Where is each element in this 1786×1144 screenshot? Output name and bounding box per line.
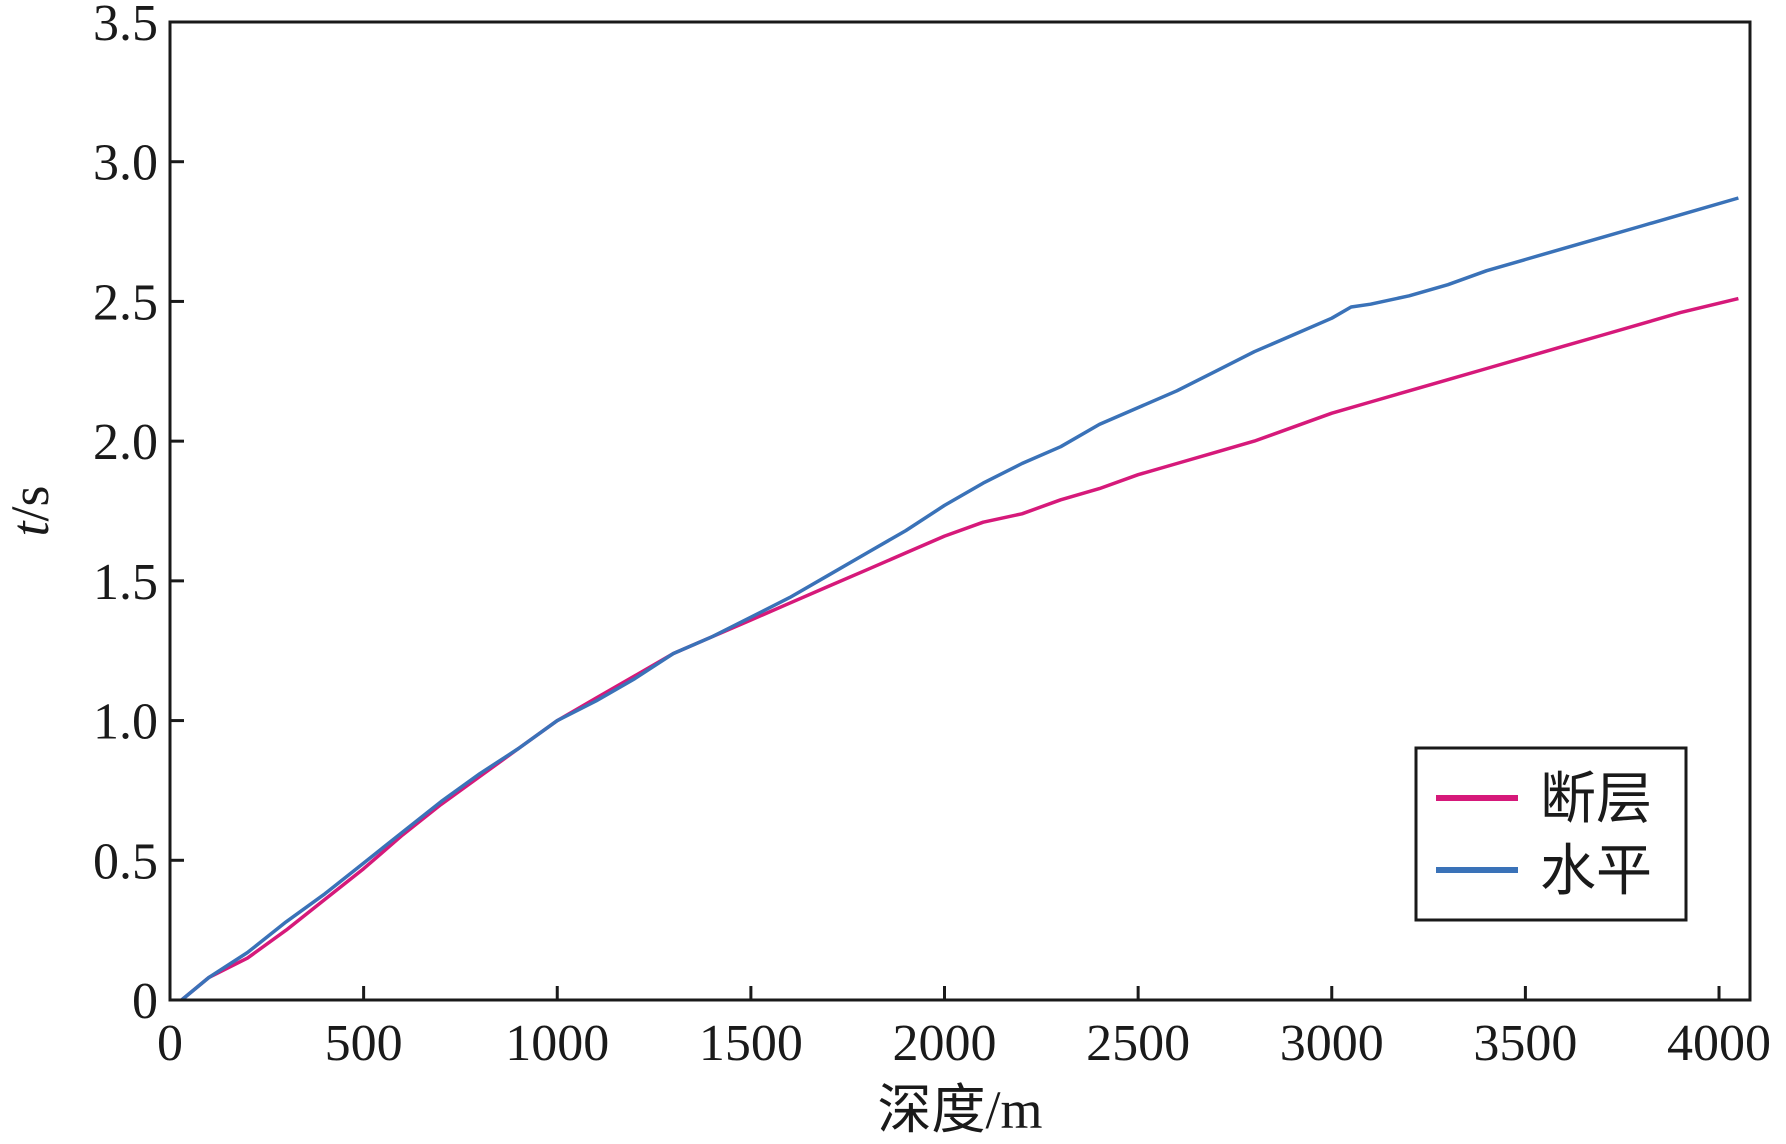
y-tick-label: 0 bbox=[132, 973, 158, 1030]
tick-layer: 0 500 1000 1500 2000 2500 3000 3500 4000 0 0.5 1.0 1… bbox=[93, 0, 1771, 1072]
x-tick-label: 2500 bbox=[1086, 1015, 1190, 1072]
series-line-horizontal bbox=[180, 196, 1739, 1002]
y-tick-label: 2.0 bbox=[93, 414, 158, 471]
legend: 断层 水平 bbox=[1414, 746, 1688, 922]
x-tick-label: 1000 bbox=[505, 1015, 609, 1072]
x-tick-label: 2000 bbox=[893, 1015, 997, 1072]
y-tick-label: 3.0 bbox=[93, 135, 158, 192]
x-tick-label: 3000 bbox=[1280, 1015, 1384, 1072]
series-line-faults bbox=[180, 296, 1739, 1002]
y-tick-label: 0.5 bbox=[93, 833, 158, 890]
y-tick-label: 2.5 bbox=[93, 274, 158, 331]
x-tick-label: 1500 bbox=[699, 1015, 803, 1072]
y-axis-label-unit: /s bbox=[0, 485, 60, 521]
x-tick-label: 0 bbox=[157, 1015, 183, 1072]
legend-label-faults: 断层 bbox=[1540, 769, 1652, 831]
x-tick-label: 3500 bbox=[1473, 1015, 1577, 1072]
x-tick-label: 4000 bbox=[1667, 1015, 1771, 1072]
plot-frame bbox=[168, 20, 1752, 1002]
y-axis-label: t/s bbox=[0, 485, 60, 536]
y-axis-label-italic: t bbox=[0, 520, 60, 537]
y-tick-label: 1.5 bbox=[93, 554, 158, 611]
series-layer bbox=[180, 196, 1739, 1002]
y-tick-label: 3.5 bbox=[93, 0, 158, 52]
legend-label-horizontal: 水平 bbox=[1540, 841, 1652, 903]
x-axis-label: 深度/m bbox=[877, 1080, 1042, 1140]
y-tick-label: 1.0 bbox=[93, 694, 158, 751]
x-tick-label: 500 bbox=[325, 1015, 403, 1072]
legend-box bbox=[1414, 746, 1688, 922]
